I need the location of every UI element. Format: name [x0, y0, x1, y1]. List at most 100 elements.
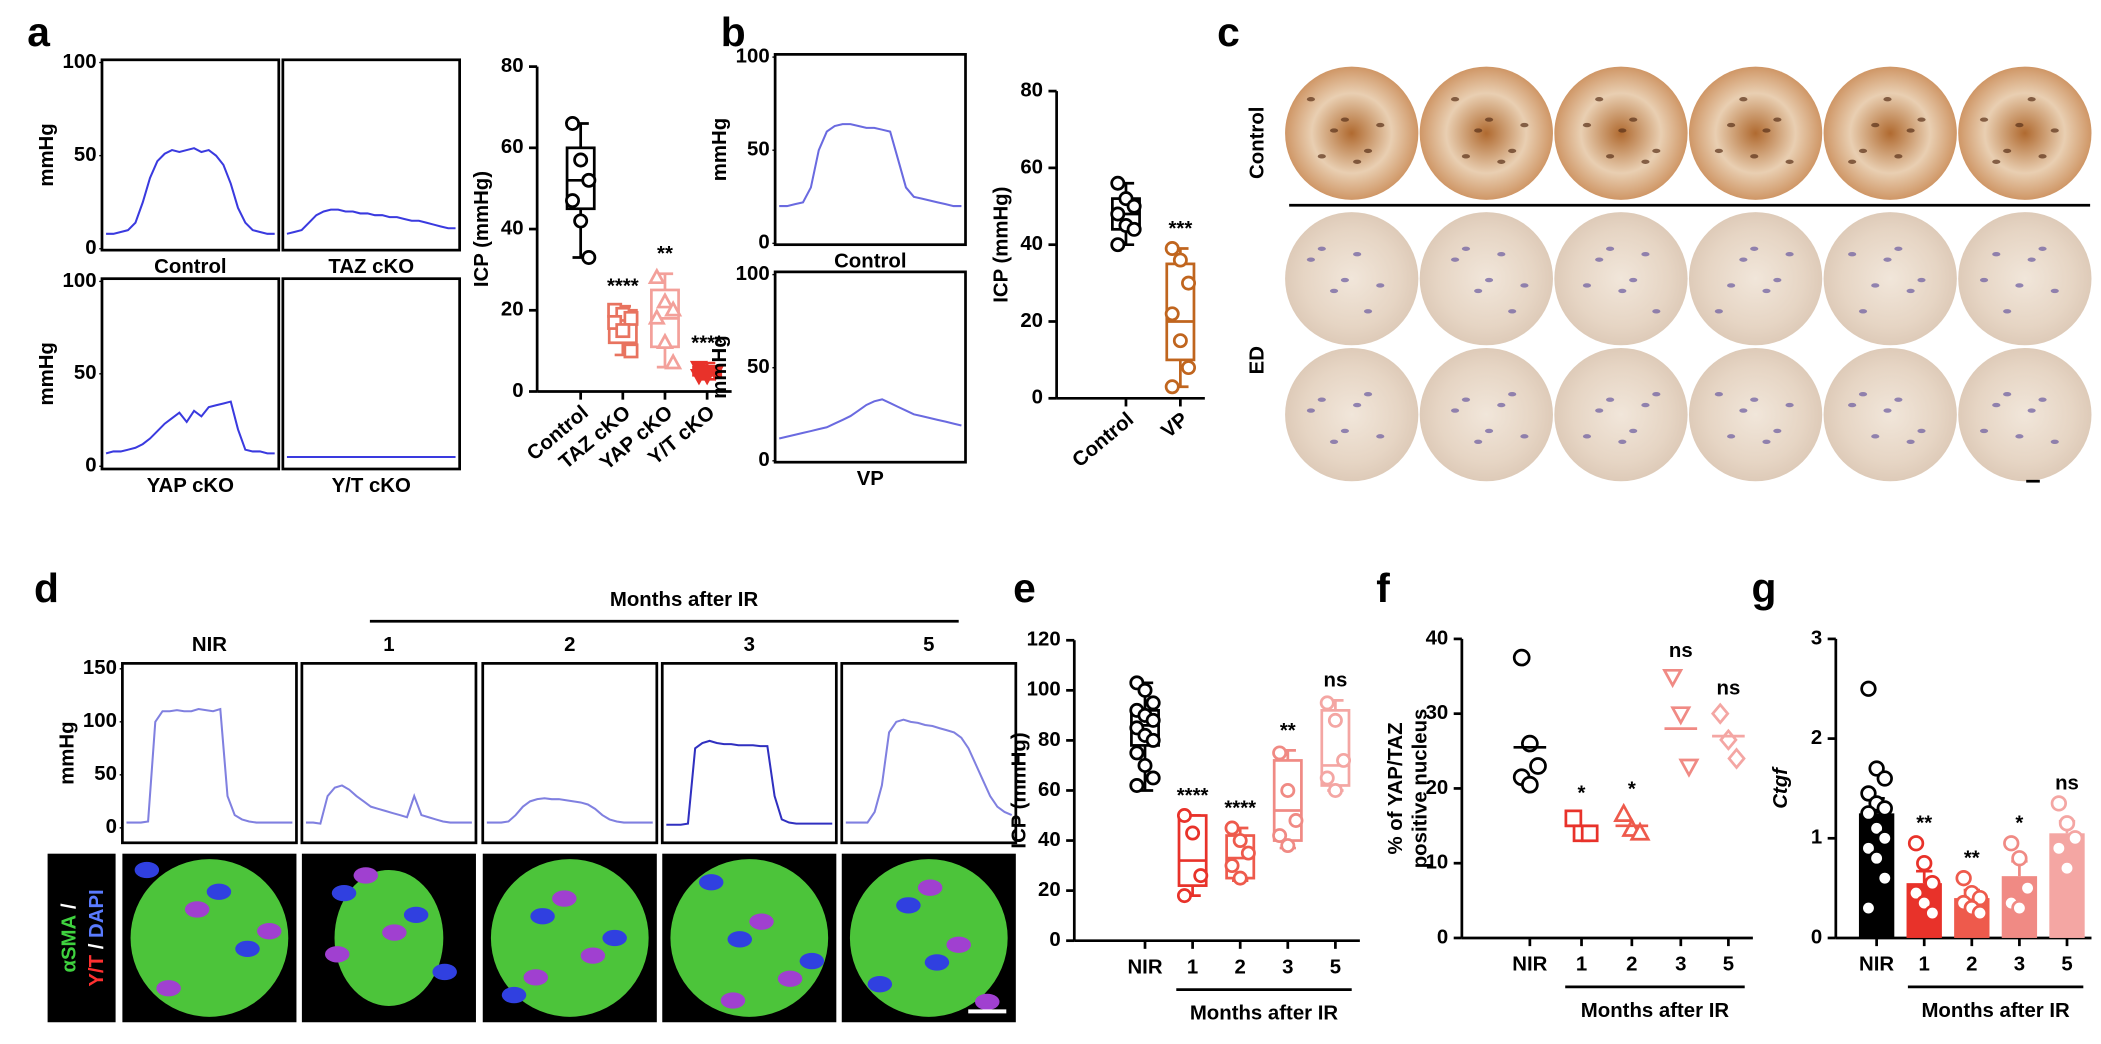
x-tick-label: 2: [1235, 956, 1246, 978]
nucleus: [1484, 277, 1494, 283]
point: [1876, 770, 1893, 787]
stain-label: Y/T / DAPI: [86, 889, 108, 986]
nucleus: [1306, 97, 1315, 102]
x-tick-label: VP: [1158, 408, 1193, 442]
nucleus: [2015, 434, 2024, 439]
tissue-image: [1823, 348, 1957, 482]
nucleus: [1520, 122, 1529, 128]
point: [1629, 821, 1651, 841]
nucleus: [2050, 128, 2059, 133]
x-tick-label: 1: [1576, 954, 1587, 976]
y-tick-label: 20: [501, 299, 524, 321]
point: [1924, 874, 1941, 892]
group-label: Months after IR: [1921, 1000, 2070, 1022]
point: [1126, 198, 1142, 214]
nucleus: [1340, 277, 1349, 283]
y-tick-label: 0: [758, 232, 769, 254]
nucleus: [257, 923, 282, 940]
point: [2058, 815, 2076, 832]
nucleus: [1848, 252, 1857, 257]
nucleus: [1484, 117, 1494, 122]
trace-line: [126, 707, 293, 824]
tissue-image: [1958, 348, 2092, 482]
y-tick-label: 80: [501, 55, 524, 77]
stain-label: αSMA /: [59, 903, 81, 972]
trace-label: Control: [834, 251, 906, 273]
nucleus: [1606, 397, 1615, 402]
tissue-image: [1285, 66, 1419, 200]
nucleus: [1917, 117, 1926, 122]
significance: ns: [2055, 773, 2079, 795]
significance: ****: [1224, 797, 1256, 819]
nucleus: [1317, 246, 1326, 251]
trace-line: [845, 718, 1013, 824]
nucleus: [2003, 148, 2012, 154]
point: [1860, 899, 1877, 917]
nucleus: [1629, 277, 1638, 283]
point: [615, 323, 631, 339]
significance: **: [1964, 848, 1980, 870]
y-tick-label: 120: [1027, 629, 1061, 651]
nucleus: [2003, 309, 2012, 314]
nucleus: [1329, 128, 1339, 133]
nucleus: [1894, 246, 1903, 251]
trace-frame: [660, 662, 838, 845]
trace-line: [778, 398, 962, 440]
point: [573, 152, 589, 168]
nucleus: [1785, 252, 1794, 257]
nucleus: [1329, 288, 1339, 294]
nucleus: [2038, 154, 2047, 159]
stain-label-box: [47, 853, 116, 1023]
nucleus: [1739, 408, 1748, 413]
point: [2067, 830, 2084, 847]
nucleus: [1894, 154, 1903, 159]
nucleus: [1520, 434, 1529, 439]
nucleus: [1785, 159, 1794, 164]
panel-label: d: [34, 565, 59, 611]
panel-label: e: [1013, 565, 1036, 611]
nucleus: [432, 963, 457, 981]
nucleus: [602, 929, 627, 947]
nucleus: [1883, 408, 1892, 413]
point: [1172, 252, 1188, 268]
nucleus: [1461, 154, 1471, 159]
trace-line: [779, 123, 962, 208]
point: [1727, 747, 1746, 770]
tissue-image: [1823, 212, 1957, 346]
nucleus: [1917, 428, 1926, 434]
y-tick-label: 2: [1811, 727, 1822, 749]
point: [565, 193, 580, 209]
nucleus: [156, 980, 181, 997]
trace-frame: [773, 53, 967, 247]
point: [1288, 813, 1304, 828]
nucleus: [1450, 97, 1460, 102]
point: [1185, 825, 1201, 841]
nucleus: [1306, 408, 1315, 413]
nucleus: [1750, 397, 1759, 402]
nucleus: [206, 883, 232, 900]
nucleus: [1848, 402, 1857, 408]
x-tick-label: NIR: [1859, 954, 1894, 976]
y-tick-label: 100: [83, 710, 117, 732]
nucleus: [2015, 283, 2024, 288]
point: [655, 291, 675, 309]
y-axis-label: Ctgf: [1770, 766, 1792, 809]
panel-label: g: [1752, 565, 1777, 611]
point: [664, 352, 683, 370]
nucleus: [1906, 128, 1915, 133]
nucleus: [1317, 397, 1326, 402]
row-label: ED: [1246, 346, 1268, 374]
point: [1137, 757, 1153, 773]
y-axis-label: mmHg: [709, 118, 731, 181]
point: [1924, 904, 1941, 922]
tissue-image: [1688, 212, 1823, 346]
point: [1232, 833, 1248, 849]
nucleus: [1474, 439, 1483, 444]
y-tick-label: 50: [94, 763, 117, 785]
tissue-image: [1419, 66, 1553, 200]
nucleus: [1618, 128, 1627, 133]
trace-frame: [481, 662, 659, 845]
point: [1272, 828, 1288, 844]
nucleus: [1629, 117, 1638, 122]
